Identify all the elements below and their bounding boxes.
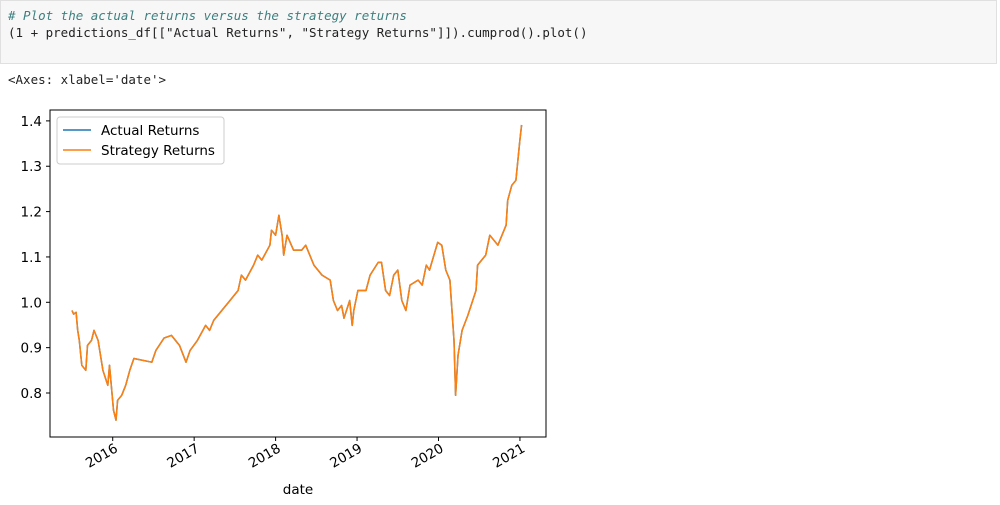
- legend-box: [56, 116, 225, 165]
- legend-label: Strategy Returns: [101, 143, 215, 159]
- code-comment: # Plot the actual returns versus the str…: [7, 8, 407, 23]
- plot-frame: [49, 109, 547, 438]
- x-tick-label: 2016: [83, 441, 121, 472]
- x-tick-label: 2019: [327, 441, 365, 472]
- x-tick-label: 2021: [490, 441, 528, 472]
- chart: 0.8 0.9 1.0 1.1 1.2 1.3 1.4 2016 2017 2018 2019 202…: [21, 109, 547, 498]
- series-line: [71, 124, 523, 421]
- y-tick-label: 0.9: [21, 341, 42, 357]
- x-axis-label: date: [283, 482, 313, 498]
- y-tick-label: 1.4: [21, 114, 42, 130]
- y-tick-label: 1.3: [21, 159, 42, 175]
- series-line: [71, 124, 523, 421]
- legend-label: Actual Returns: [101, 123, 199, 139]
- code-cell[interactable]: [0, 0, 997, 64]
- y-tick-label: 1.0: [21, 295, 42, 311]
- y-tick-label: 0.8: [21, 386, 42, 402]
- cell-output: <Axes: xlabel='date'>: [8, 72, 166, 87]
- x-tick-label: 2020: [409, 441, 447, 472]
- y-tick-label: 1.2: [21, 205, 42, 221]
- y-tick-label: 1.1: [21, 250, 42, 266]
- x-tick-label: 2017: [164, 441, 202, 472]
- code-line: (1 + predictions_df[["Actual Returns", "…: [8, 25, 587, 40]
- x-tick-label: 2018: [246, 441, 284, 472]
